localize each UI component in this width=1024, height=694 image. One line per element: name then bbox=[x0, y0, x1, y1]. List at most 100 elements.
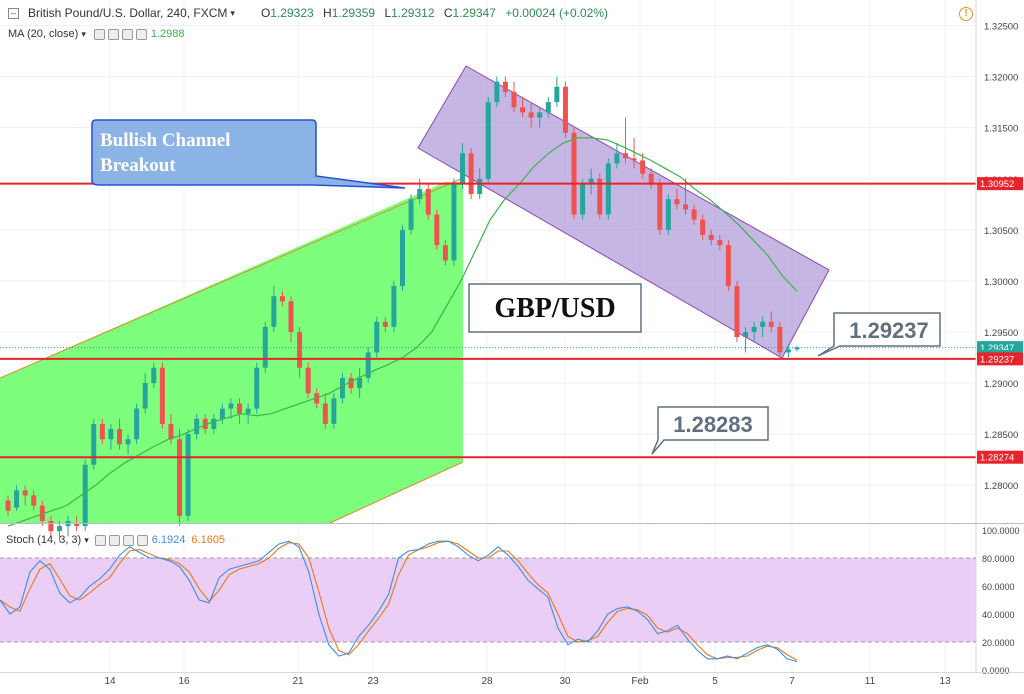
candle bbox=[468, 148, 474, 200]
stoch-tick-label: 60.0000 bbox=[982, 582, 1015, 592]
time-tick-label: 23 bbox=[367, 676, 379, 687]
candle-body bbox=[622, 153, 628, 159]
open-value: 1.29323 bbox=[270, 6, 314, 20]
candle bbox=[348, 372, 354, 394]
candle bbox=[665, 194, 671, 235]
candle bbox=[5, 495, 11, 516]
candles bbox=[5, 76, 800, 542]
candle-body bbox=[391, 286, 397, 327]
ma-label[interactable]: MA (20, close) bbox=[8, 28, 79, 40]
candle-body bbox=[691, 209, 697, 220]
chevron-down-icon[interactable]: ▾ bbox=[230, 7, 235, 18]
change-value: +0.00024 (+0.02%) bbox=[505, 6, 609, 20]
ma-legend: MA (20, close) ▾ 1.2988 bbox=[8, 28, 185, 40]
candle bbox=[640, 153, 646, 179]
candle-body bbox=[177, 439, 183, 516]
candle bbox=[434, 209, 440, 251]
exclamation-circle-icon[interactable]: ! bbox=[959, 7, 973, 21]
minus-square-icon[interactable]: – bbox=[8, 8, 19, 19]
breakout-callout-box bbox=[91, 119, 406, 189]
candle bbox=[108, 423, 114, 450]
price-badge bbox=[977, 450, 1023, 464]
time-tick-label: 30 bbox=[559, 676, 571, 687]
candle bbox=[743, 326, 749, 353]
candle-body bbox=[331, 398, 337, 424]
candle-body bbox=[365, 352, 371, 378]
candle bbox=[357, 367, 363, 399]
eye-icon[interactable] bbox=[93, 28, 105, 40]
candle-body bbox=[99, 423, 105, 440]
candle-body bbox=[554, 86, 560, 103]
candle bbox=[545, 97, 551, 118]
price-badge-label: 1.28274 bbox=[980, 453, 1014, 464]
price-tick-label: 1.30500 bbox=[984, 226, 1018, 237]
price-badge bbox=[977, 177, 1023, 191]
candle bbox=[717, 234, 723, 251]
stoch-k-value: 6.1924 bbox=[151, 534, 186, 546]
stoch-tick-label: 100.0000 bbox=[982, 526, 1020, 536]
candle-body bbox=[211, 418, 217, 430]
plus-icon[interactable] bbox=[122, 534, 134, 546]
candle bbox=[151, 362, 157, 389]
pair-label: GBP/USD bbox=[468, 283, 642, 333]
candle bbox=[631, 137, 637, 169]
chevron-down-icon[interactable]: ▾ bbox=[81, 28, 86, 39]
candle-body bbox=[614, 153, 620, 164]
gear-icon[interactable] bbox=[108, 534, 120, 546]
level-callout-box bbox=[817, 312, 941, 357]
candle bbox=[588, 168, 594, 195]
high-label: H bbox=[323, 6, 332, 20]
candle bbox=[382, 316, 388, 332]
price-tick-label: 1.30000 bbox=[984, 277, 1018, 288]
candle-body bbox=[56, 526, 62, 532]
candle-body bbox=[631, 158, 637, 161]
breakout-callout: Bullish Channel Breakout bbox=[91, 119, 406, 189]
candle bbox=[571, 127, 577, 220]
candle bbox=[734, 280, 740, 343]
candle bbox=[297, 326, 303, 378]
stoch-label[interactable]: Stoch (14, 3, 3) bbox=[6, 534, 82, 546]
candle-body bbox=[219, 408, 225, 419]
candle-body bbox=[640, 160, 646, 174]
gear-icon[interactable] bbox=[107, 28, 119, 40]
pair-label-text: GBP/USD bbox=[494, 293, 615, 324]
candle bbox=[314, 388, 320, 409]
candle-body bbox=[605, 163, 611, 215]
channel-lower-line bbox=[329, 461, 464, 524]
symbol-title[interactable]: British Pound/U.S. Dollar, 240, FXCM bbox=[28, 6, 228, 20]
close-icon[interactable] bbox=[135, 28, 147, 40]
candle-body bbox=[305, 367, 311, 394]
candle bbox=[125, 434, 131, 455]
candle-body bbox=[785, 349, 791, 353]
candle bbox=[768, 311, 774, 332]
eye-icon[interactable] bbox=[94, 534, 106, 546]
candle bbox=[674, 188, 680, 210]
candle-body bbox=[39, 505, 45, 521]
candle-body bbox=[400, 229, 405, 287]
candle bbox=[99, 418, 105, 445]
candle-body bbox=[142, 383, 148, 409]
plus-icon[interactable] bbox=[121, 28, 133, 40]
price-badge-label: 1.30952 bbox=[980, 179, 1014, 190]
stoch-tick-label: 0.0000 bbox=[982, 666, 1010, 676]
candle-body bbox=[382, 321, 388, 327]
candle bbox=[725, 240, 731, 292]
price-tick-label: 1.32500 bbox=[984, 22, 1018, 33]
chevron-down-icon[interactable]: ▾ bbox=[84, 534, 89, 545]
candle bbox=[331, 393, 337, 430]
candle bbox=[520, 97, 526, 118]
candle bbox=[408, 194, 414, 235]
candle bbox=[657, 178, 663, 235]
stoch-axis: 100.0000 80.0000 60.0000 40.0000 20.0000 0.00… bbox=[982, 526, 1020, 676]
candle-body bbox=[374, 321, 380, 353]
time-tick-label: 28 bbox=[481, 676, 493, 687]
legend-header: British Pound/U.S. Dollar, 240, FXCM ▾ O… bbox=[0, 0, 976, 26]
candle bbox=[708, 229, 714, 246]
candle-body bbox=[460, 153, 466, 184]
candle bbox=[365, 347, 371, 384]
level-callout-text: 1.29237 bbox=[849, 318, 929, 343]
time-axis: 14 16 21 23 28 30 Feb 5 7 11 13 bbox=[104, 676, 951, 687]
close-icon[interactable] bbox=[136, 534, 148, 546]
